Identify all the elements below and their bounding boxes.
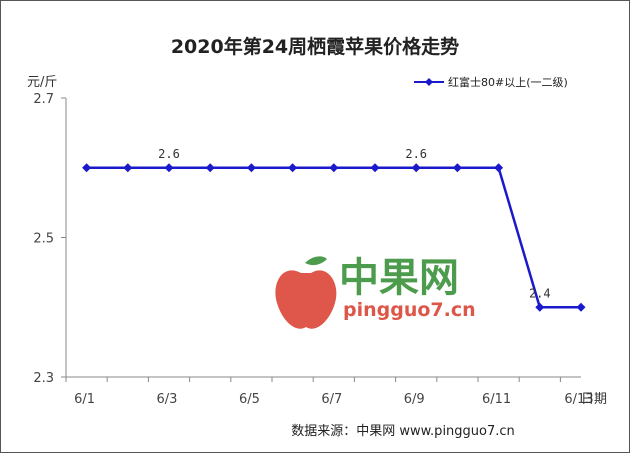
data-label: 2.4 bbox=[529, 286, 551, 300]
data-point bbox=[246, 163, 256, 173]
data-point bbox=[164, 163, 174, 173]
x-axis-label: 日期 bbox=[581, 392, 607, 407]
legend-marker bbox=[425, 78, 433, 86]
data-labels: 2.6 2.6 2.4 bbox=[158, 147, 550, 301]
data-point bbox=[288, 163, 298, 173]
x-tick-label: 6/7 bbox=[321, 392, 342, 407]
y-axis-label: 元/斤 bbox=[27, 75, 57, 90]
x-tick-label: 6/3 bbox=[157, 392, 178, 407]
data-point bbox=[576, 302, 586, 312]
data-point bbox=[205, 163, 215, 173]
data-point bbox=[494, 163, 504, 173]
x-tick-label: 6/1 bbox=[74, 392, 95, 407]
data-point bbox=[535, 302, 545, 312]
y-tick-label: 2.3 bbox=[33, 371, 54, 386]
y-tick-label: 2.5 bbox=[33, 232, 54, 247]
watermark-url: pingguo7.cn bbox=[343, 299, 476, 321]
chart-title: 2020年第24周栖霞苹果价格走势 bbox=[171, 35, 459, 58]
tick-labels: 2.3 2.5 2.7 6/1 6/3 6/5 6/7 6/9 6/11 6/13 bbox=[33, 92, 593, 407]
x-tick-label: 6/13 bbox=[564, 392, 593, 407]
series-group bbox=[82, 163, 586, 312]
x-tick-label: 6/11 bbox=[482, 392, 511, 407]
data-point bbox=[411, 163, 421, 173]
y-tick-label: 2.7 bbox=[33, 92, 54, 107]
watermark-logo: 中果网 pingguo7.cn bbox=[275, 255, 476, 329]
apple-logo-icon bbox=[275, 270, 337, 329]
source-note: 数据来源：中果网 www.pingguo7.cn bbox=[291, 424, 515, 439]
x-tick-label: 6/5 bbox=[239, 392, 260, 407]
axes bbox=[61, 97, 581, 382]
data-point bbox=[329, 163, 339, 173]
data-label: 2.6 bbox=[158, 147, 180, 161]
watermark-name: 中果网 bbox=[339, 255, 459, 301]
legend: 红富士80#以上(一二级) bbox=[414, 75, 568, 89]
data-point bbox=[452, 163, 462, 173]
data-point bbox=[123, 163, 133, 173]
data-point bbox=[370, 163, 380, 173]
legend-entry: 红富士80#以上(一二级) bbox=[448, 75, 568, 89]
x-tick-label: 6/9 bbox=[404, 392, 425, 407]
leaf-icon bbox=[305, 256, 327, 266]
data-label: 2.6 bbox=[405, 147, 427, 161]
data-point bbox=[82, 163, 92, 173]
